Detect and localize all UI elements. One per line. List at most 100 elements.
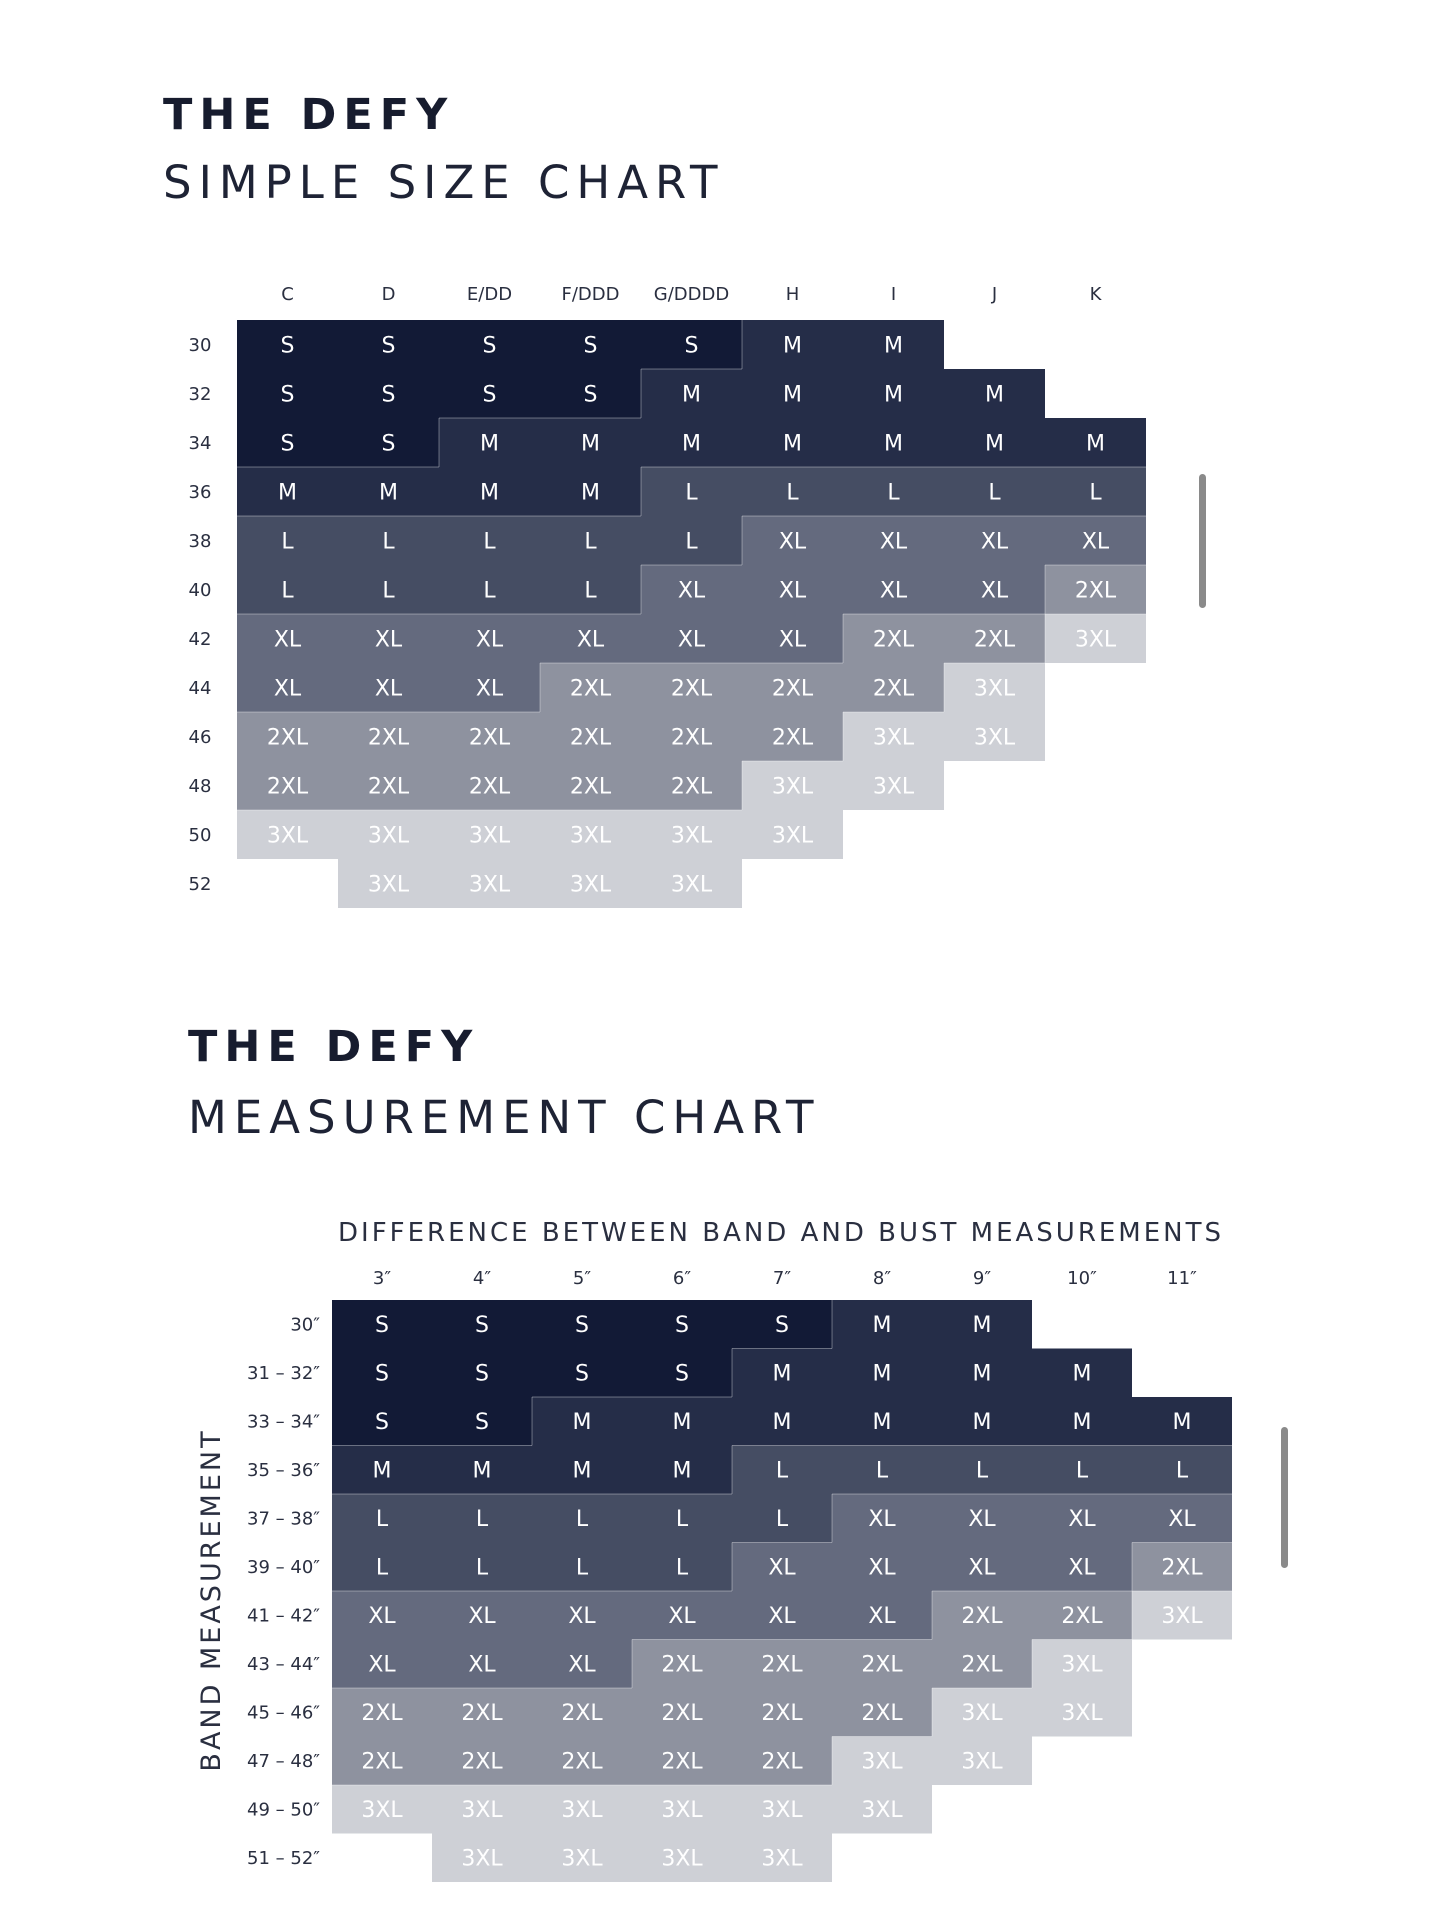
size-cell-label: M <box>973 1313 992 1338</box>
size-cell-label: L <box>281 529 294 554</box>
size-cell-label: 2XL <box>772 676 814 701</box>
size-cell-label: XL <box>868 1507 896 1532</box>
size-cell-label: M <box>682 431 701 456</box>
measurement-chart-scrollbar[interactable] <box>1281 1427 1288 1568</box>
size-cell <box>932 1445 1032 1494</box>
size-cell-label: 2XL <box>671 725 713 750</box>
column-header: I <box>891 284 896 305</box>
size-cell <box>432 1397 532 1446</box>
size-cell <box>338 712 439 761</box>
size-cell-label: M <box>573 1410 592 1435</box>
size-cell-label: 2XL <box>661 1750 703 1775</box>
size-cell <box>432 1300 532 1349</box>
size-cell <box>332 1445 432 1494</box>
row-header: 39 – 40″ <box>247 1557 320 1578</box>
size-cell-label: S <box>475 1410 489 1435</box>
size-cell <box>732 1833 832 1882</box>
size-cell-label: S <box>281 431 295 456</box>
size-cell <box>632 1736 732 1785</box>
size-cell <box>641 712 742 761</box>
column-header: 3″ <box>373 1268 391 1289</box>
size-cell-label: L <box>476 1556 489 1581</box>
size-cell <box>439 663 540 712</box>
size-cell-label: 2XL <box>1075 578 1117 603</box>
size-cell <box>532 1736 632 1785</box>
size-cell <box>641 810 742 859</box>
size-cell-label: M <box>278 480 297 505</box>
size-cell-label: 3XL <box>671 823 713 848</box>
column-header: 4″ <box>473 1268 491 1289</box>
size-cell <box>843 663 944 712</box>
size-cell <box>832 1688 932 1737</box>
size-cell-label: XL <box>1082 529 1110 554</box>
size-cell-label: L <box>887 480 900 505</box>
size-cell <box>432 1736 532 1785</box>
size-cell <box>237 810 338 859</box>
size-cell <box>432 1348 532 1397</box>
size-cell-label: S <box>584 333 598 358</box>
size-cell-label: 3XL <box>1075 627 1117 652</box>
size-cell-label: XL <box>476 676 504 701</box>
size-cell <box>332 1494 432 1543</box>
size-cell-label: 2XL <box>761 1701 803 1726</box>
size-cell <box>632 1688 732 1737</box>
row-header: 41 – 42″ <box>247 1606 320 1627</box>
size-cell-label: XL <box>668 1604 696 1629</box>
size-cell-label: XL <box>880 578 908 603</box>
size-cell-label: S <box>281 333 295 358</box>
size-cell-label: 2XL <box>761 1653 803 1678</box>
simple-size-chart: C D E/DD F/DDD G/DDDD H I J K 30 32 34 36 38 40 42 44 46 4… <box>189 284 1146 908</box>
size-cell-label: S <box>584 382 598 407</box>
size-cell <box>832 1300 932 1349</box>
size-cell-label: S <box>483 382 497 407</box>
size-cell <box>632 1397 732 1446</box>
size-cell-label: 3XL <box>1061 1653 1103 1678</box>
size-cell-label: M <box>1086 431 1105 456</box>
size-cell-label: S <box>375 1362 389 1387</box>
size-cell-label: L <box>281 578 294 603</box>
size-cell-label: L <box>476 1507 489 1532</box>
size-cell-label: 3XL <box>974 725 1016 750</box>
size-cell <box>1132 1445 1232 1494</box>
column-header: C <box>281 284 294 305</box>
size-cell <box>944 369 1045 418</box>
size-cell-label: 2XL <box>461 1750 503 1775</box>
size-cell <box>439 761 540 810</box>
row-header: 51 – 52″ <box>247 1848 320 1869</box>
row-header: 46 <box>189 727 212 748</box>
size-cell-label: XL <box>868 1604 896 1629</box>
size-cell-label: XL <box>274 676 302 701</box>
row-header: 37 – 38″ <box>247 1509 320 1530</box>
size-cell-label: XL <box>577 627 605 652</box>
simple-chart-brand-title: THE DEFY <box>163 90 455 140</box>
simple-chart-subtitle: SIMPLE SIZE CHART <box>163 156 725 209</box>
size-cell <box>641 320 742 369</box>
size-cell-label: 3XL <box>873 774 915 799</box>
size-cell <box>338 663 439 712</box>
size-cell <box>1032 1591 1132 1640</box>
size-cell-label: M <box>985 431 1004 456</box>
size-cell <box>932 1639 1032 1688</box>
size-cell <box>338 516 439 565</box>
size-cell-label: XL <box>968 1507 996 1532</box>
size-cell <box>732 1494 832 1543</box>
row-header: 42 <box>189 629 212 650</box>
size-cell <box>932 1300 1032 1349</box>
size-cell <box>432 1542 532 1591</box>
size-cell <box>932 1494 1032 1543</box>
size-cell <box>742 369 843 418</box>
size-cell <box>532 1445 632 1494</box>
size-cell-label: M <box>581 480 600 505</box>
size-cell <box>338 467 439 516</box>
size-cell-label: L <box>988 480 1001 505</box>
size-cell-label: S <box>475 1362 489 1387</box>
size-cell-label: M <box>480 480 499 505</box>
size-cell <box>1132 1494 1232 1543</box>
size-cell-label: 3XL <box>368 872 410 897</box>
size-cell <box>332 1397 432 1446</box>
size-cell <box>237 467 338 516</box>
size-cell <box>338 320 439 369</box>
size-cell-label: XL <box>368 1604 396 1629</box>
size-cell-label: XL <box>375 676 403 701</box>
simple-chart-scrollbar[interactable] <box>1199 474 1206 608</box>
